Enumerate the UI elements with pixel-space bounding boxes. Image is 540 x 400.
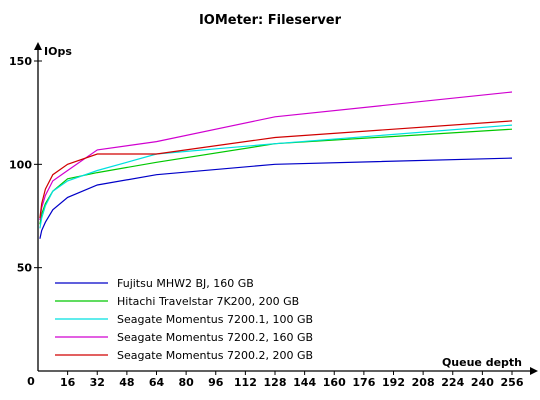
x-ticks: 16 32 48 64 80 96 112 128 144 160 176 192 208 224 240 2… <box>60 371 524 389</box>
y-ticks: 50 100 150 <box>9 55 42 275</box>
x-tick-label: 32 <box>90 376 105 389</box>
x-tick-label: 64 <box>149 376 165 389</box>
x-tick-label: 160 <box>323 376 346 389</box>
x-axis-arrow <box>530 367 538 375</box>
origin-label: 0 <box>27 375 35 388</box>
x-tick-label: 144 <box>293 376 316 389</box>
series-line-4 <box>39 91 513 221</box>
x-tick-label: 80 <box>178 376 194 389</box>
y-tick-label: 150 <box>9 55 32 68</box>
chart-title: IOMeter: Fileserver <box>199 13 342 28</box>
x-tick-label: 96 <box>208 376 224 389</box>
x-tick-label: 176 <box>352 376 375 389</box>
legend-label-2: Hitachi Travelstar 7K200, 200 GB <box>117 295 299 308</box>
x-tick-label: 208 <box>412 376 435 389</box>
x-tick-label: 48 <box>119 376 134 389</box>
series-lines <box>39 91 513 239</box>
legend-label-4: Seagate Momentus 7200.2, 160 GB <box>117 331 313 344</box>
x-axis-label: Queue depth <box>442 356 522 369</box>
x-tick-label: 240 <box>471 376 494 389</box>
series-line-5 <box>39 120 513 219</box>
legend-label-1: Fujitsu MHW2 BJ, 160 GB <box>117 277 254 290</box>
y-tick-label: 100 <box>9 158 32 171</box>
x-tick-label: 256 <box>501 376 524 389</box>
legend: Fujitsu MHW2 BJ, 160 GB Hitachi Travelsta… <box>55 277 313 362</box>
y-axis-arrow <box>34 42 42 50</box>
x-tick-label: 112 <box>234 376 257 389</box>
x-tick-label: 224 <box>441 376 464 389</box>
series-line-1 <box>39 157 513 239</box>
x-tick-label: 16 <box>60 376 76 389</box>
x-tick-label: 128 <box>264 376 287 389</box>
axes <box>34 42 538 375</box>
series-line-2 <box>39 128 513 225</box>
y-axis-label: IOps <box>44 45 72 58</box>
x-tick-label: 192 <box>382 376 405 389</box>
y-tick-label: 50 <box>17 262 33 275</box>
legend-label-5: Seagate Momentus 7200.2, 200 GB <box>117 349 313 362</box>
series-line-3 <box>39 124 513 229</box>
legend-label-3: Seagate Momentus 7200.1, 100 GB <box>117 313 313 326</box>
